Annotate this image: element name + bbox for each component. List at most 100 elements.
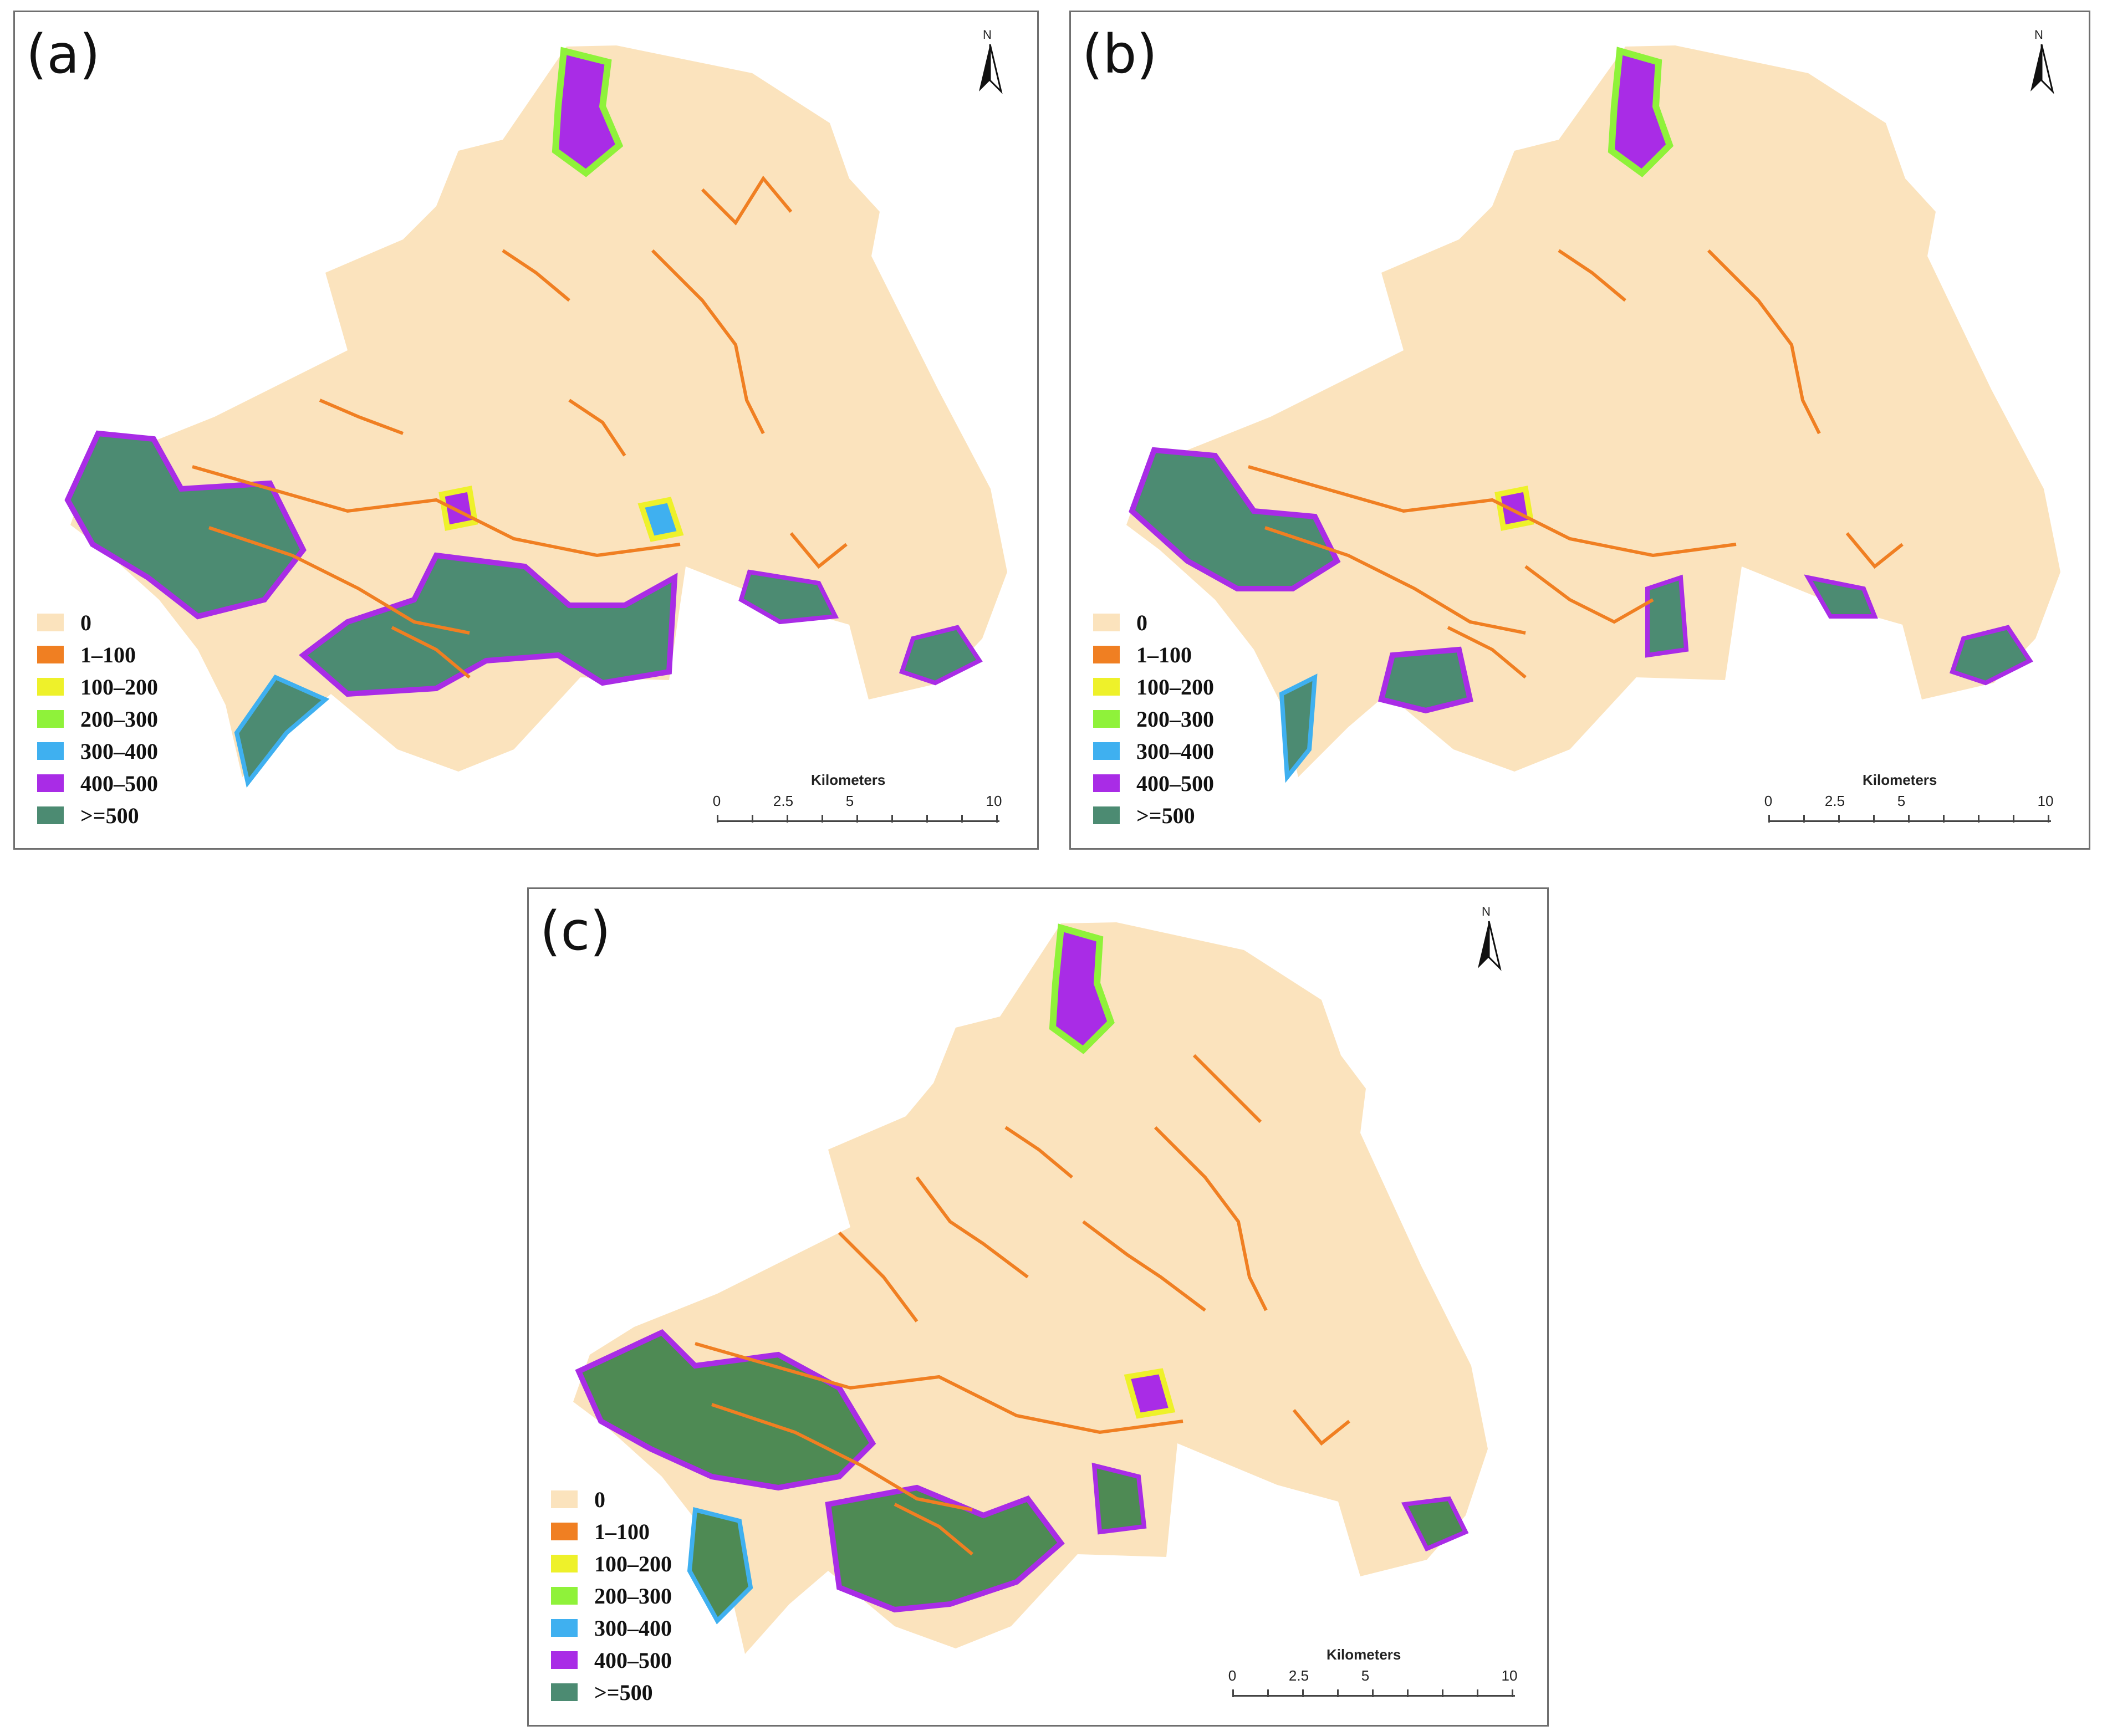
legend-item: 1–100 [37,639,158,671]
band-lines [695,1054,1350,1556]
scale-tick-label: 5 [1897,793,1906,809]
legend-item: 100–200 [551,1548,672,1580]
legend-item: 300–400 [1093,735,1214,767]
legend-label: 300–400 [594,1615,672,1641]
scale-tick [1908,815,1910,823]
legend-swatch [1093,646,1120,663]
legend: 0 1–100 100–200 200–300 300–400 400–500 >=500 [37,606,158,831]
band-lines [1248,249,1904,679]
legend-swatch [551,1587,578,1605]
legend-label: 1–100 [1136,642,1192,667]
scale-tick [1768,815,1770,823]
legend: 0 1–100 100–200 200–300 300–400 400–500 >=500 [1093,606,1214,831]
scale-tick [1302,1689,1304,1697]
band-lines [192,175,848,679]
scale-tick [787,815,788,823]
scale-bar: Kilometers 0 2.5 5 10 [1757,772,2068,838]
legend-item: 400–500 [551,1644,672,1676]
legend-item: 300–400 [37,735,158,767]
scale-tick [961,815,963,823]
panel-label: (b) [1082,23,1157,85]
scale-tick [1512,1689,1513,1697]
map-panel-a: (a) N 0 1–100 100–200 200–300 300–400 400–500… [13,11,1039,850]
scale-tick [996,815,998,823]
scale-tick [2048,815,2049,823]
legend-swatch [551,1683,578,1701]
legend-item: 0 [551,1483,672,1515]
legend-swatch [1093,614,1120,631]
scale-tick [1978,815,1979,823]
scale-bar: Kilometers 0 2.5 5 10 [1221,1646,1532,1713]
scale-tick [2013,815,2014,823]
north-arrow-icon [1478,921,1502,971]
legend-swatch [37,742,64,760]
scale-title: Kilometers [1863,772,1937,788]
scale-tick-label: 0 [1228,1667,1237,1684]
legend-item: 100–200 [1093,671,1214,703]
scale-tick-label: 0 [712,793,721,809]
legend-item: >=500 [1093,799,1214,831]
scale-tick [1838,815,1840,823]
legend-label: 100–200 [80,674,158,699]
legend-item: 1–100 [551,1515,672,1548]
legend-item: 0 [37,606,158,639]
distance-map-c [573,922,1488,1654]
legend-swatch [551,1490,578,1508]
distance-zone [1129,47,2033,783]
legend-label: 100–200 [594,1551,672,1576]
scale-tick [891,815,893,823]
legend-label: >=500 [594,1679,653,1705]
scale-tick [1407,1689,1409,1697]
legend-item: 400–500 [1093,767,1214,799]
scale-tick-label: 10 [2037,793,2054,809]
scale-bar: Kilometers 0 2.5 5 10 [706,772,1016,838]
north-arrow-icon [2030,44,2054,94]
panel-label: (c) [540,900,611,962]
scale-tick [1873,815,1875,823]
scale-line [1232,1695,1515,1697]
scale-tick-label: 5 [1361,1667,1370,1684]
legend-label: 400–500 [594,1647,672,1673]
scale-tick-label: 2.5 [1824,793,1845,809]
scale-tick [1477,1689,1478,1697]
scale-tick-label: 0 [1764,793,1773,809]
scale-tick [1803,815,1805,823]
legend-swatch [1093,678,1120,696]
north-letter: N [1482,905,1491,918]
distance-map-b [1126,45,2060,783]
scale-tick-label: 2.5 [1288,1667,1309,1684]
legend-label: 0 [594,1487,605,1512]
north-letter: N [2034,28,2043,42]
legend-swatch [37,774,64,792]
legend-label: 0 [1136,610,1147,635]
legend-item: 1–100 [1093,639,1214,671]
legend: 0 1–100 100–200 200–300 300–400 400–500 >=500 [551,1483,672,1708]
legend-swatch [1093,806,1120,824]
legend-label: 0 [80,610,91,635]
north-letter: N [983,28,992,42]
legend-swatch [1093,710,1120,728]
scale-tick-label: 2.5 [773,793,794,809]
north-arrow: N [2022,28,2061,94]
north-arrow: N [971,28,1009,94]
north-arrow: N [1470,905,1508,971]
distance-zone [575,923,1469,1625]
legend-label: 200–300 [594,1583,672,1609]
scale-tick-label: 10 [1501,1667,1518,1684]
legend-swatch [37,678,64,696]
legend-swatch [551,1619,578,1637]
legend-label: 400–500 [1136,770,1214,796]
legend-item: 200–300 [551,1580,672,1612]
legend-swatch [1093,774,1120,792]
scale-tick [926,815,928,823]
legend-item: 400–500 [37,767,158,799]
legend-label: 300–400 [1136,738,1214,764]
legend-swatch [37,646,64,663]
legend-item: 100–200 [37,671,158,703]
scale-tick [1267,1689,1269,1697]
distance-zone [64,47,983,788]
map-region [1126,45,2060,777]
legend-swatch [551,1523,578,1540]
scale-tick [717,815,718,823]
legend-label: 1–100 [80,642,136,667]
